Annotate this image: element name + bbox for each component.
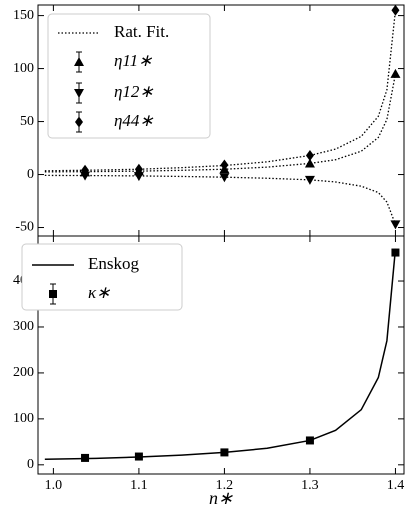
marker — [81, 164, 90, 176]
marker — [305, 149, 314, 161]
legend-label: η11∗ — [114, 51, 152, 70]
marker — [133, 172, 144, 182]
marker — [391, 248, 400, 257]
axes-frame — [37, 235, 405, 475]
x-tick-label: 1.3 — [301, 478, 319, 493]
marker — [390, 68, 401, 78]
y-tick-label: 0 — [27, 457, 34, 472]
model-curve — [44, 248, 397, 461]
fit-curve — [44, 73, 397, 173]
marker — [74, 57, 84, 66]
marker — [220, 159, 229, 171]
marker — [304, 175, 315, 185]
y-tick-label: 100 — [13, 61, 34, 76]
marker — [80, 171, 91, 181]
marker — [134, 452, 143, 461]
y-tick-label: 200 — [13, 365, 34, 380]
legend-label: η12∗ — [114, 82, 154, 101]
legend-label: Rat. Fit. — [114, 22, 169, 41]
legend-label: κ∗ — [88, 283, 110, 302]
marker — [81, 453, 90, 462]
marker — [49, 290, 57, 298]
legend-label: η44∗ — [114, 111, 154, 130]
marker — [134, 163, 143, 175]
x-axis-label: n∗ — [209, 488, 233, 508]
marker — [75, 116, 83, 128]
x-tick-label: 1.0 — [45, 478, 63, 493]
x-tick-label: 1.1 — [130, 478, 148, 493]
legend-label: Enskog — [88, 254, 140, 273]
marker — [74, 89, 84, 98]
marker — [390, 220, 401, 230]
plot-area — [44, 248, 397, 461]
y-tick-label: -50 — [15, 220, 34, 235]
marker — [391, 4, 400, 16]
fit-curve — [44, 174, 397, 225]
legend-box — [47, 13, 211, 139]
y-tick-label: 100 — [13, 411, 34, 426]
x-tick-label: 1.2 — [216, 478, 234, 493]
marker — [220, 448, 229, 457]
legend-box — [21, 243, 183, 311]
y-tick-label: 50 — [20, 114, 34, 129]
marker — [304, 158, 315, 168]
y-tick-label: 150 — [13, 8, 34, 23]
x-tick-label: 1.4 — [387, 478, 405, 493]
y-tick-label: 300 — [13, 319, 34, 334]
y-tick-label: 0 — [27, 167, 34, 182]
plot-area — [44, 10, 397, 225]
marker — [305, 436, 314, 445]
marker — [219, 173, 230, 183]
